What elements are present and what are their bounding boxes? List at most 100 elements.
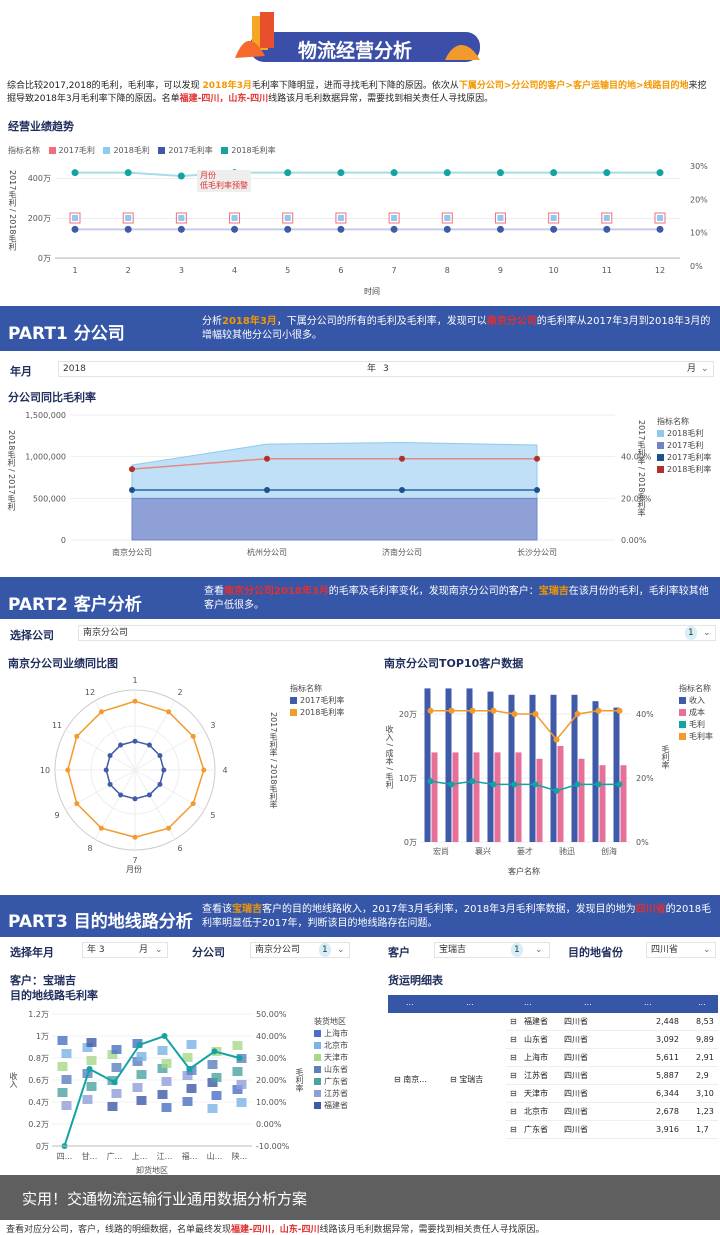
dest-rlabel: 毛利率 bbox=[295, 1068, 304, 1092]
legend-item[interactable]: 收入 bbox=[679, 695, 713, 707]
column-header[interactable]: ... bbox=[406, 998, 414, 1007]
column-header[interactable]: ... bbox=[644, 998, 652, 1007]
filter-customer-select[interactable]: 宝瑞吉 1 ⌄ bbox=[434, 942, 550, 958]
point-2018-margin bbox=[657, 215, 663, 221]
table-row[interactable]: ⊟ 福建省 四川省 2,448 8,53 bbox=[506, 1013, 718, 1031]
legend-item[interactable]: 2017毛利 bbox=[657, 440, 711, 452]
y-tick-label: 0.6万 bbox=[28, 1076, 49, 1085]
year-select[interactable]: 2018 年 3 月 ⌄ bbox=[58, 361, 714, 377]
legend-item[interactable]: 天津市 bbox=[314, 1052, 348, 1064]
legend-item[interactable]: 北京市 bbox=[314, 1040, 348, 1052]
column-header[interactable]: ... bbox=[524, 998, 532, 1007]
point-2017-margin bbox=[175, 212, 187, 224]
cell-from: 江苏省 bbox=[524, 1071, 548, 1080]
legend-item[interactable]: 江苏省 bbox=[314, 1088, 348, 1100]
legend-item[interactable]: 毛利 bbox=[679, 719, 713, 731]
series-line bbox=[75, 171, 660, 178]
table-row[interactable]: ⊟ 山东省 四川省 3,092 9,89 bbox=[506, 1031, 718, 1049]
month-value[interactable]: 3 bbox=[383, 364, 389, 374]
expand-icon[interactable]: ⊟ bbox=[510, 1089, 517, 1098]
table-row[interactable]: ⊟ 天津市 四川省 6,344 3,10 bbox=[506, 1085, 718, 1103]
column-header[interactable]: ... bbox=[584, 998, 592, 1007]
point-rate bbox=[511, 711, 518, 717]
x-tick-label: 3 bbox=[179, 266, 184, 275]
expand-icon[interactable]: ⊟ bbox=[510, 1053, 517, 1062]
legend-item[interactable]: 2017毛利 bbox=[58, 146, 95, 155]
radar-axis-label: 7 bbox=[132, 856, 137, 865]
x-tick-label: 陕... bbox=[232, 1151, 248, 1161]
filter-branch-select[interactable]: 南京分公司 1 ⌄ bbox=[250, 942, 350, 958]
y-tick-label: 1.2万 bbox=[28, 1010, 49, 1019]
point-margin bbox=[553, 787, 560, 794]
radar-point bbox=[157, 781, 163, 787]
cell-value: 1,23 bbox=[696, 1107, 714, 1116]
scatter-mark bbox=[86, 1082, 97, 1091]
chevron-down-icon[interactable]: ⌄ bbox=[703, 628, 711, 638]
expand-icon[interactable]: ⊟ bbox=[510, 1125, 517, 1134]
part1-banner: PART1 分公司 分析2018年3月，下属分公司的所有的毛利及毛利率，发现可以… bbox=[0, 306, 720, 351]
cell-value: 3,10 bbox=[696, 1089, 714, 1098]
radar-point bbox=[201, 767, 207, 773]
expand-icon[interactable]: ⊟ bbox=[510, 1017, 517, 1026]
column-header[interactable]: ... bbox=[698, 998, 706, 1007]
legend-item[interactable]: 2017毛利率 bbox=[657, 452, 711, 464]
legend-item[interactable]: 福建省 bbox=[314, 1100, 348, 1112]
point-rate bbox=[469, 707, 476, 714]
legend-item[interactable]: 2018毛利率 bbox=[231, 146, 276, 155]
chevron-down-icon[interactable]: ⌄ bbox=[337, 945, 345, 955]
legend-item[interactable]: 2018毛利率 bbox=[657, 464, 711, 476]
point-2017-margin bbox=[335, 212, 347, 224]
legend-item[interactable]: 山东省 bbox=[314, 1064, 348, 1076]
table-row[interactable]: ⊟ 广东省 四川省 3,916 1,7 bbox=[506, 1121, 718, 1139]
filter-year-select[interactable]: 年 3 月 ⌄ bbox=[82, 942, 168, 958]
expand-icon[interactable]: ⊟ bbox=[510, 1107, 517, 1116]
chevron-down-icon[interactable]: ⌄ bbox=[701, 364, 709, 374]
scatter-mark bbox=[111, 1045, 122, 1054]
scatter-mark bbox=[207, 1060, 218, 1069]
table-customer-cell[interactable]: ⊟ 宝瑞吉 bbox=[450, 1075, 484, 1084]
month-unit: 月 bbox=[687, 364, 697, 374]
desc-highlight: 2018年3月 bbox=[222, 316, 277, 327]
legend-item[interactable]: 2018毛利 bbox=[113, 146, 150, 155]
expand-icon[interactable]: ⊟ bbox=[510, 1071, 517, 1080]
scatter-mark bbox=[82, 1043, 93, 1052]
x-tick-label: 11 bbox=[602, 266, 612, 275]
scatter-mark bbox=[107, 1050, 118, 1059]
legend-item[interactable]: 成本 bbox=[679, 707, 713, 719]
y2-tick-label: 40.00% bbox=[256, 1032, 287, 1041]
scatter-mark bbox=[157, 1064, 168, 1073]
table-row[interactable]: ⊟ 上海市 四川省 5,611 2,91 bbox=[506, 1049, 718, 1067]
cell-value: 9,89 bbox=[696, 1035, 714, 1044]
chevron-down-icon[interactable]: ⌄ bbox=[703, 945, 711, 955]
legend-item[interactable]: 广东省 bbox=[314, 1076, 348, 1088]
y-tick-label: 1,000,000 bbox=[25, 453, 66, 462]
scatter-mark bbox=[132, 1057, 143, 1066]
company-select[interactable]: 南京分公司 1 ⌄ bbox=[78, 625, 716, 641]
filter-dest-select[interactable]: 四川省 ⌄ bbox=[646, 942, 716, 958]
table-row[interactable]: ⊟ 江苏省 四川省 5,887 2,9 bbox=[506, 1067, 718, 1085]
cell-from: 北京市 bbox=[524, 1107, 548, 1116]
cell-value: 2,9 bbox=[696, 1071, 709, 1080]
y2-tick-label: 0% bbox=[690, 262, 703, 271]
y2-tick-label: 50.00% bbox=[256, 1010, 287, 1019]
chevron-down-icon[interactable]: ⌄ bbox=[155, 945, 163, 955]
cell-to: 四川省 bbox=[564, 1017, 588, 1026]
table-branch-cell[interactable]: ⊟ 南京... bbox=[394, 1075, 427, 1084]
x-tick-label: 9 bbox=[498, 266, 503, 275]
legend-item[interactable]: 上海市 bbox=[314, 1028, 348, 1040]
x-tick-label: 6 bbox=[338, 266, 343, 275]
expand-icon[interactable]: ⊟ bbox=[510, 1035, 517, 1044]
column-header[interactable]: ... bbox=[466, 998, 474, 1007]
chevron-down-icon[interactable]: ⌄ bbox=[535, 945, 543, 955]
table-row[interactable]: ⊟ 北京市 四川省 2,678 1,23 bbox=[506, 1103, 718, 1121]
scatter-mark bbox=[211, 1073, 222, 1082]
legend-item[interactable]: 2017毛利率 bbox=[168, 146, 213, 155]
rate-point bbox=[534, 487, 540, 493]
legend-item[interactable]: 2017毛利率 bbox=[290, 695, 344, 707]
legend-item[interactable]: 2018毛利率 bbox=[290, 707, 344, 719]
intro-highlight: 福建-四川，山东-四川 bbox=[179, 94, 269, 104]
legend-item[interactable]: 2018毛利 bbox=[657, 428, 711, 440]
legend-item[interactable]: 毛利率 bbox=[679, 731, 713, 743]
scatter-mark bbox=[57, 1088, 68, 1097]
detail-table: ... ... ... ... ... ... ⊟ 南京... ⊟ 宝瑞吉 ⊟ … bbox=[388, 995, 718, 1145]
